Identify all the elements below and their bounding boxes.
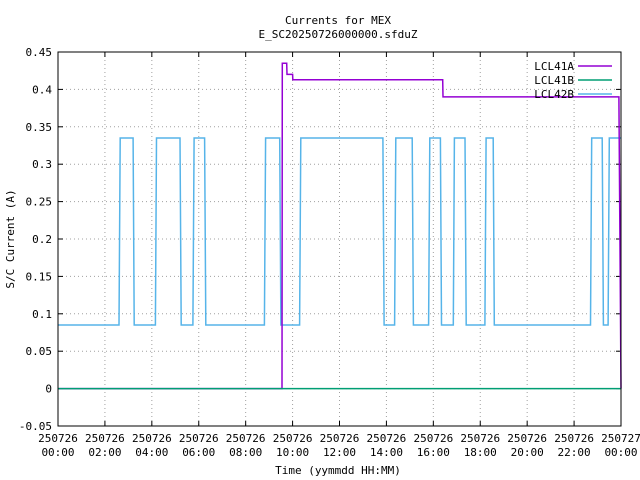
chart-title: Currents for MEX: [285, 14, 391, 27]
series-lines: [58, 62, 622, 390]
x-tick-time: 00:00: [41, 446, 74, 459]
x-tick-time: 22:00: [558, 446, 591, 459]
x-tick-time: 06:00: [182, 446, 215, 459]
x-tick-time: 10:00: [276, 446, 309, 459]
x-tick-time: 02:00: [88, 446, 121, 459]
y-tick-label: 0.35: [26, 121, 53, 134]
x-tick-date: 250726: [413, 432, 453, 445]
y-tick-label: -0.05: [19, 420, 52, 433]
x-tick-time: 18:00: [464, 446, 497, 459]
y-tick-label: 0.4: [32, 83, 52, 96]
x-tick-date: 250726: [507, 432, 547, 445]
x-tick-date: 250726: [273, 432, 313, 445]
x-tick-date: 250726: [38, 432, 78, 445]
y-tick-label: 0: [45, 383, 52, 396]
chart-subtitle: E_SC20250726000000.sfduZ: [259, 28, 418, 41]
y-tick-label: 0.1: [32, 308, 52, 321]
legend-label-lcl41b: LCL41B: [534, 74, 574, 87]
y-tick-label: 0.3: [32, 158, 52, 171]
y-tick-labels: -0.05 0 0.05 0.1 0.15 0.2 0.25 0.3 0.35 0.4 0.45: [19, 46, 52, 433]
series-line-lcl42b: [58, 137, 621, 326]
x-tick-time: 12:00: [323, 446, 356, 459]
y-tick-label: 0.15: [26, 270, 53, 283]
y-tick-label: 0.45: [26, 46, 53, 59]
series-line-lcl41a: [58, 62, 622, 390]
x-axis-label: Time (yymmdd HH:MM): [275, 464, 401, 477]
x-tick-time: 14:00: [370, 446, 403, 459]
x-tick-date: 250726: [554, 432, 594, 445]
x-tick-time: 00:00: [604, 446, 637, 459]
y-tick-label: 0.25: [26, 196, 53, 209]
x-tick-date: 250726: [179, 432, 219, 445]
x-tick-date: 250726: [85, 432, 125, 445]
x-tick-date: 250726: [132, 432, 172, 445]
y-axis-label: S/C Current (A): [4, 189, 17, 288]
y-tick-label: 0.2: [32, 233, 52, 246]
x-tick-date: 250726: [226, 432, 266, 445]
x-tick-date: 250726: [460, 432, 500, 445]
x-tick-labels: 25072600:0025072602:0025072604:002507260…: [38, 432, 640, 459]
x-tick-date: 250727: [601, 432, 640, 445]
plot-frame: [57, 51, 622, 427]
legend-label-lcl42b: LCL42B: [534, 88, 574, 101]
x-tick-time: 16:00: [417, 446, 450, 459]
x-tick-time: 08:00: [229, 446, 262, 459]
x-tick-time: 04:00: [135, 446, 168, 459]
legend-label-lcl41a: LCL41A: [534, 60, 574, 73]
grid: [57, 51, 622, 427]
y-tick-label: 0.05: [26, 345, 53, 358]
x-tick-date: 250726: [367, 432, 407, 445]
x-tick-date: 250726: [320, 432, 360, 445]
x-tick-time: 20:00: [511, 446, 544, 459]
